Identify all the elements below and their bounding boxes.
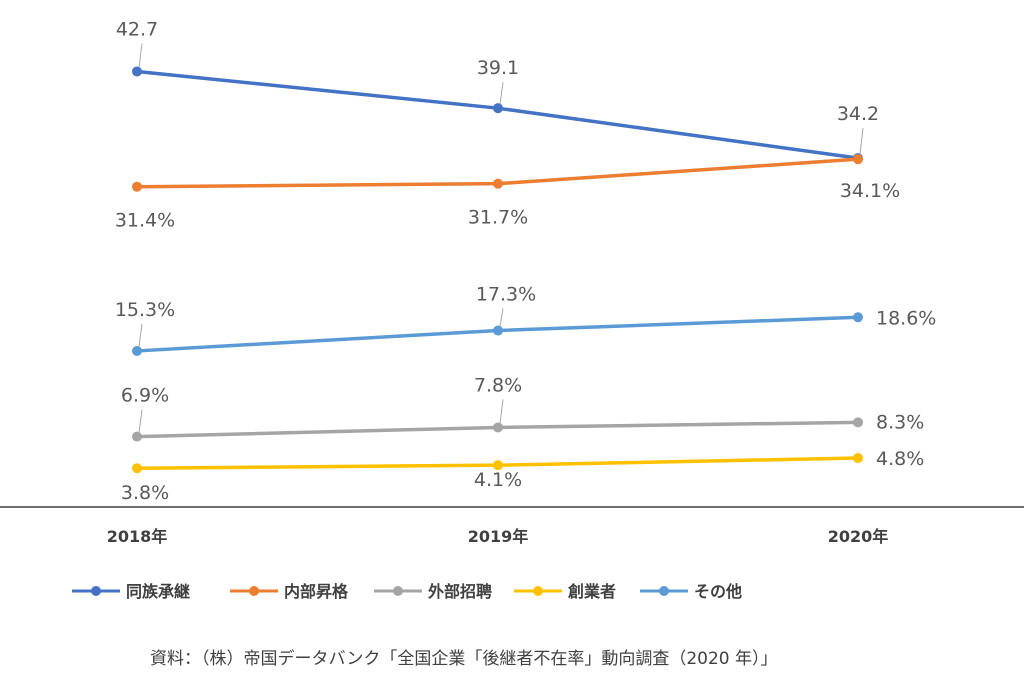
data-label: 15.3% <box>115 299 175 321</box>
legend-swatch-marker <box>393 586 403 596</box>
data-point <box>853 312 863 323</box>
legend-swatch-marker <box>659 586 669 596</box>
series-line <box>135 69 860 160</box>
label-leader-line <box>499 82 504 105</box>
data-label: 39.1 <box>477 57 519 79</box>
legend-label: 内部昇格 <box>284 582 349 601</box>
data-point <box>132 345 142 356</box>
data-point <box>132 463 142 474</box>
legend-label: 同族承継 <box>126 582 190 601</box>
data-label: 3.8% <box>121 482 169 504</box>
label-leader-line <box>859 128 864 155</box>
source-note: 資料：（株）帝国データバンク「全国企業「後継者不在率」動向調査（2020 年）」 <box>150 649 778 669</box>
data-point <box>493 460 503 471</box>
data-label: 31.7% <box>468 207 528 229</box>
data-point <box>853 417 863 428</box>
line-chart: 2018年 2019年 2020年 42.7 39.1 34.2 31.4% 31.7% 34.… <box>0 18 1024 601</box>
legend-label: 創業者 <box>567 582 616 601</box>
label-leader-line <box>138 323 143 348</box>
label-leader-line <box>138 409 143 433</box>
data-label: 8.3% <box>876 411 924 433</box>
data-label: 4.1% <box>474 469 522 491</box>
legend-label: その他 <box>694 582 742 601</box>
data-label: 34.1% <box>840 180 900 202</box>
data-point <box>853 154 863 165</box>
data-point <box>132 431 142 442</box>
data-point <box>132 181 142 192</box>
x-tick-label: 2020年 <box>828 527 889 546</box>
data-label: 18.6% <box>876 307 936 329</box>
data-point <box>493 325 503 336</box>
data-point <box>493 422 503 433</box>
label-leader-line <box>138 43 143 68</box>
legend-label: 外部招聘 <box>427 582 492 601</box>
legend-swatch-marker <box>249 586 259 596</box>
data-point <box>853 453 863 464</box>
data-label: 4.8% <box>876 448 924 470</box>
legend-swatch-marker <box>91 586 101 596</box>
x-tick-label: 2019年 <box>468 527 529 546</box>
data-label: 7.8% <box>474 374 522 396</box>
label-leader-line <box>499 308 504 327</box>
data-label: 6.9% <box>121 385 169 407</box>
data-label: 17.3% <box>476 284 536 306</box>
data-point <box>493 103 503 114</box>
x-tick-label: 2018年 <box>107 527 168 546</box>
data-label: 31.4% <box>115 210 175 232</box>
data-point <box>493 178 503 189</box>
data-point <box>132 66 142 77</box>
legend-swatch-marker <box>533 586 543 596</box>
data-label: 42.7 <box>116 18 158 40</box>
data-label: 34.2 <box>837 103 879 125</box>
label-leader-line <box>499 399 504 424</box>
